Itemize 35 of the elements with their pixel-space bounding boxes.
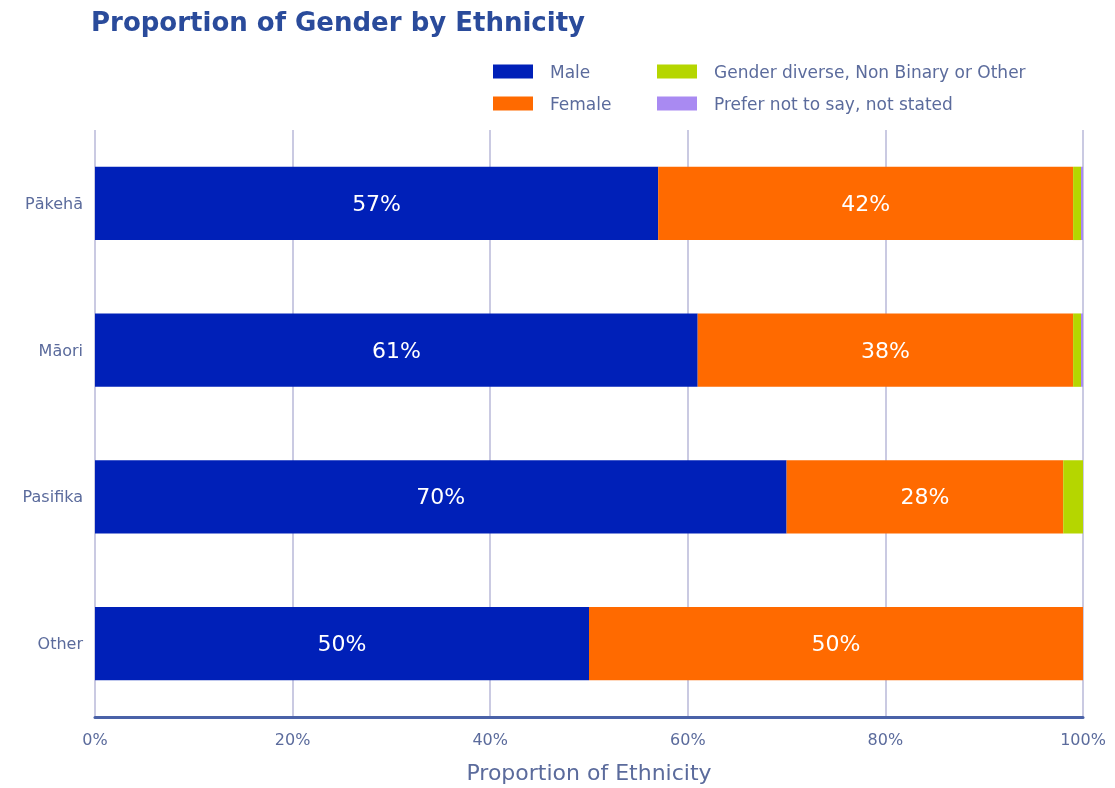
x-tick-label: 60% <box>670 729 706 749</box>
data-label: 28% <box>900 484 950 510</box>
bar <box>1073 313 1082 387</box>
legend-label: Male <box>550 61 591 82</box>
data-label: 50% <box>811 631 861 657</box>
bar <box>786 460 1064 534</box>
bar <box>95 460 787 534</box>
x-tick-label: 0% <box>82 729 108 749</box>
x-tick-label: 40% <box>472 729 508 749</box>
bar <box>589 606 1083 681</box>
bar <box>95 166 659 241</box>
bar <box>658 166 1074 241</box>
data-label: 42% <box>841 190 891 216</box>
y-tick-label: Other <box>37 634 84 654</box>
x-tick-label: 20% <box>274 729 311 749</box>
data-label: 57% <box>352 190 402 216</box>
data-label: 61% <box>371 337 421 363</box>
y-tick-label: Māori <box>38 340 83 360</box>
bar <box>1063 460 1083 534</box>
legend-label: Gender diverse, Non Binary or Other <box>714 61 1026 82</box>
y-tick-label: Pākehā <box>25 193 83 213</box>
legend-label: Female <box>550 93 612 114</box>
x-tick-label: 100% <box>1060 729 1106 749</box>
y-tick-label: Pasifika <box>22 487 83 507</box>
chart-title: Proportion of Gender by Ethnicity <box>91 7 586 37</box>
bar <box>1073 166 1082 241</box>
data-label: 70% <box>416 484 466 510</box>
x-tick-label: 80% <box>867 729 904 749</box>
data-label: 50% <box>317 631 367 657</box>
x-axis-title: Proportion of Ethnicity <box>466 759 712 785</box>
legend-label: Prefer not to say, not stated <box>714 93 953 114</box>
bar <box>697 313 1074 387</box>
bar <box>95 313 698 387</box>
data-label: 38% <box>860 337 910 363</box>
bar <box>95 606 589 681</box>
